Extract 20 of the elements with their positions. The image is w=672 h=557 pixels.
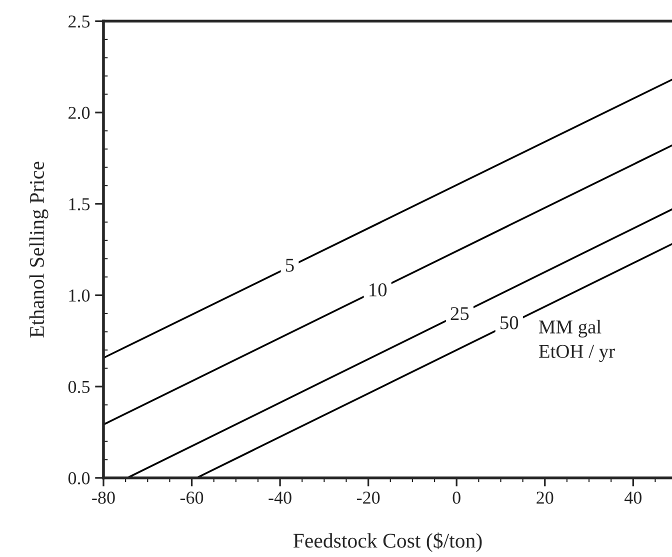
y-tick-label: 1.0 <box>69 289 90 302</box>
x-tick-label: -20 <box>356 492 380 504</box>
x-tick-label: -40 <box>268 492 292 504</box>
x-tick-label: 40 <box>624 492 642 504</box>
x-axis-title: Feedstock Cost ($/ton) <box>293 532 482 552</box>
x-tick-label: -80 <box>92 492 115 504</box>
annotation: 50 <box>500 316 518 330</box>
annotation: 25 <box>450 307 469 320</box>
annotation: MM gal EtOH / yr <box>538 320 615 362</box>
y-tick-label: 1.5 <box>69 198 90 210</box>
y-tick-label: 2.0 <box>68 106 90 120</box>
annotation: 10 <box>370 283 387 296</box>
x-tick-label: 0 <box>452 492 460 504</box>
y-axis-title: Ethanol Selling Price <box>29 162 48 338</box>
y-tick-label: 0.5 <box>68 380 90 394</box>
y-tick-label: 0.0 <box>68 472 90 484</box>
x-tick-label: -60 <box>180 492 204 504</box>
x-tick-label: 20 <box>536 492 554 504</box>
annotation: 5 <box>286 258 294 272</box>
y-tick-label: 2.5 <box>68 15 90 28</box>
